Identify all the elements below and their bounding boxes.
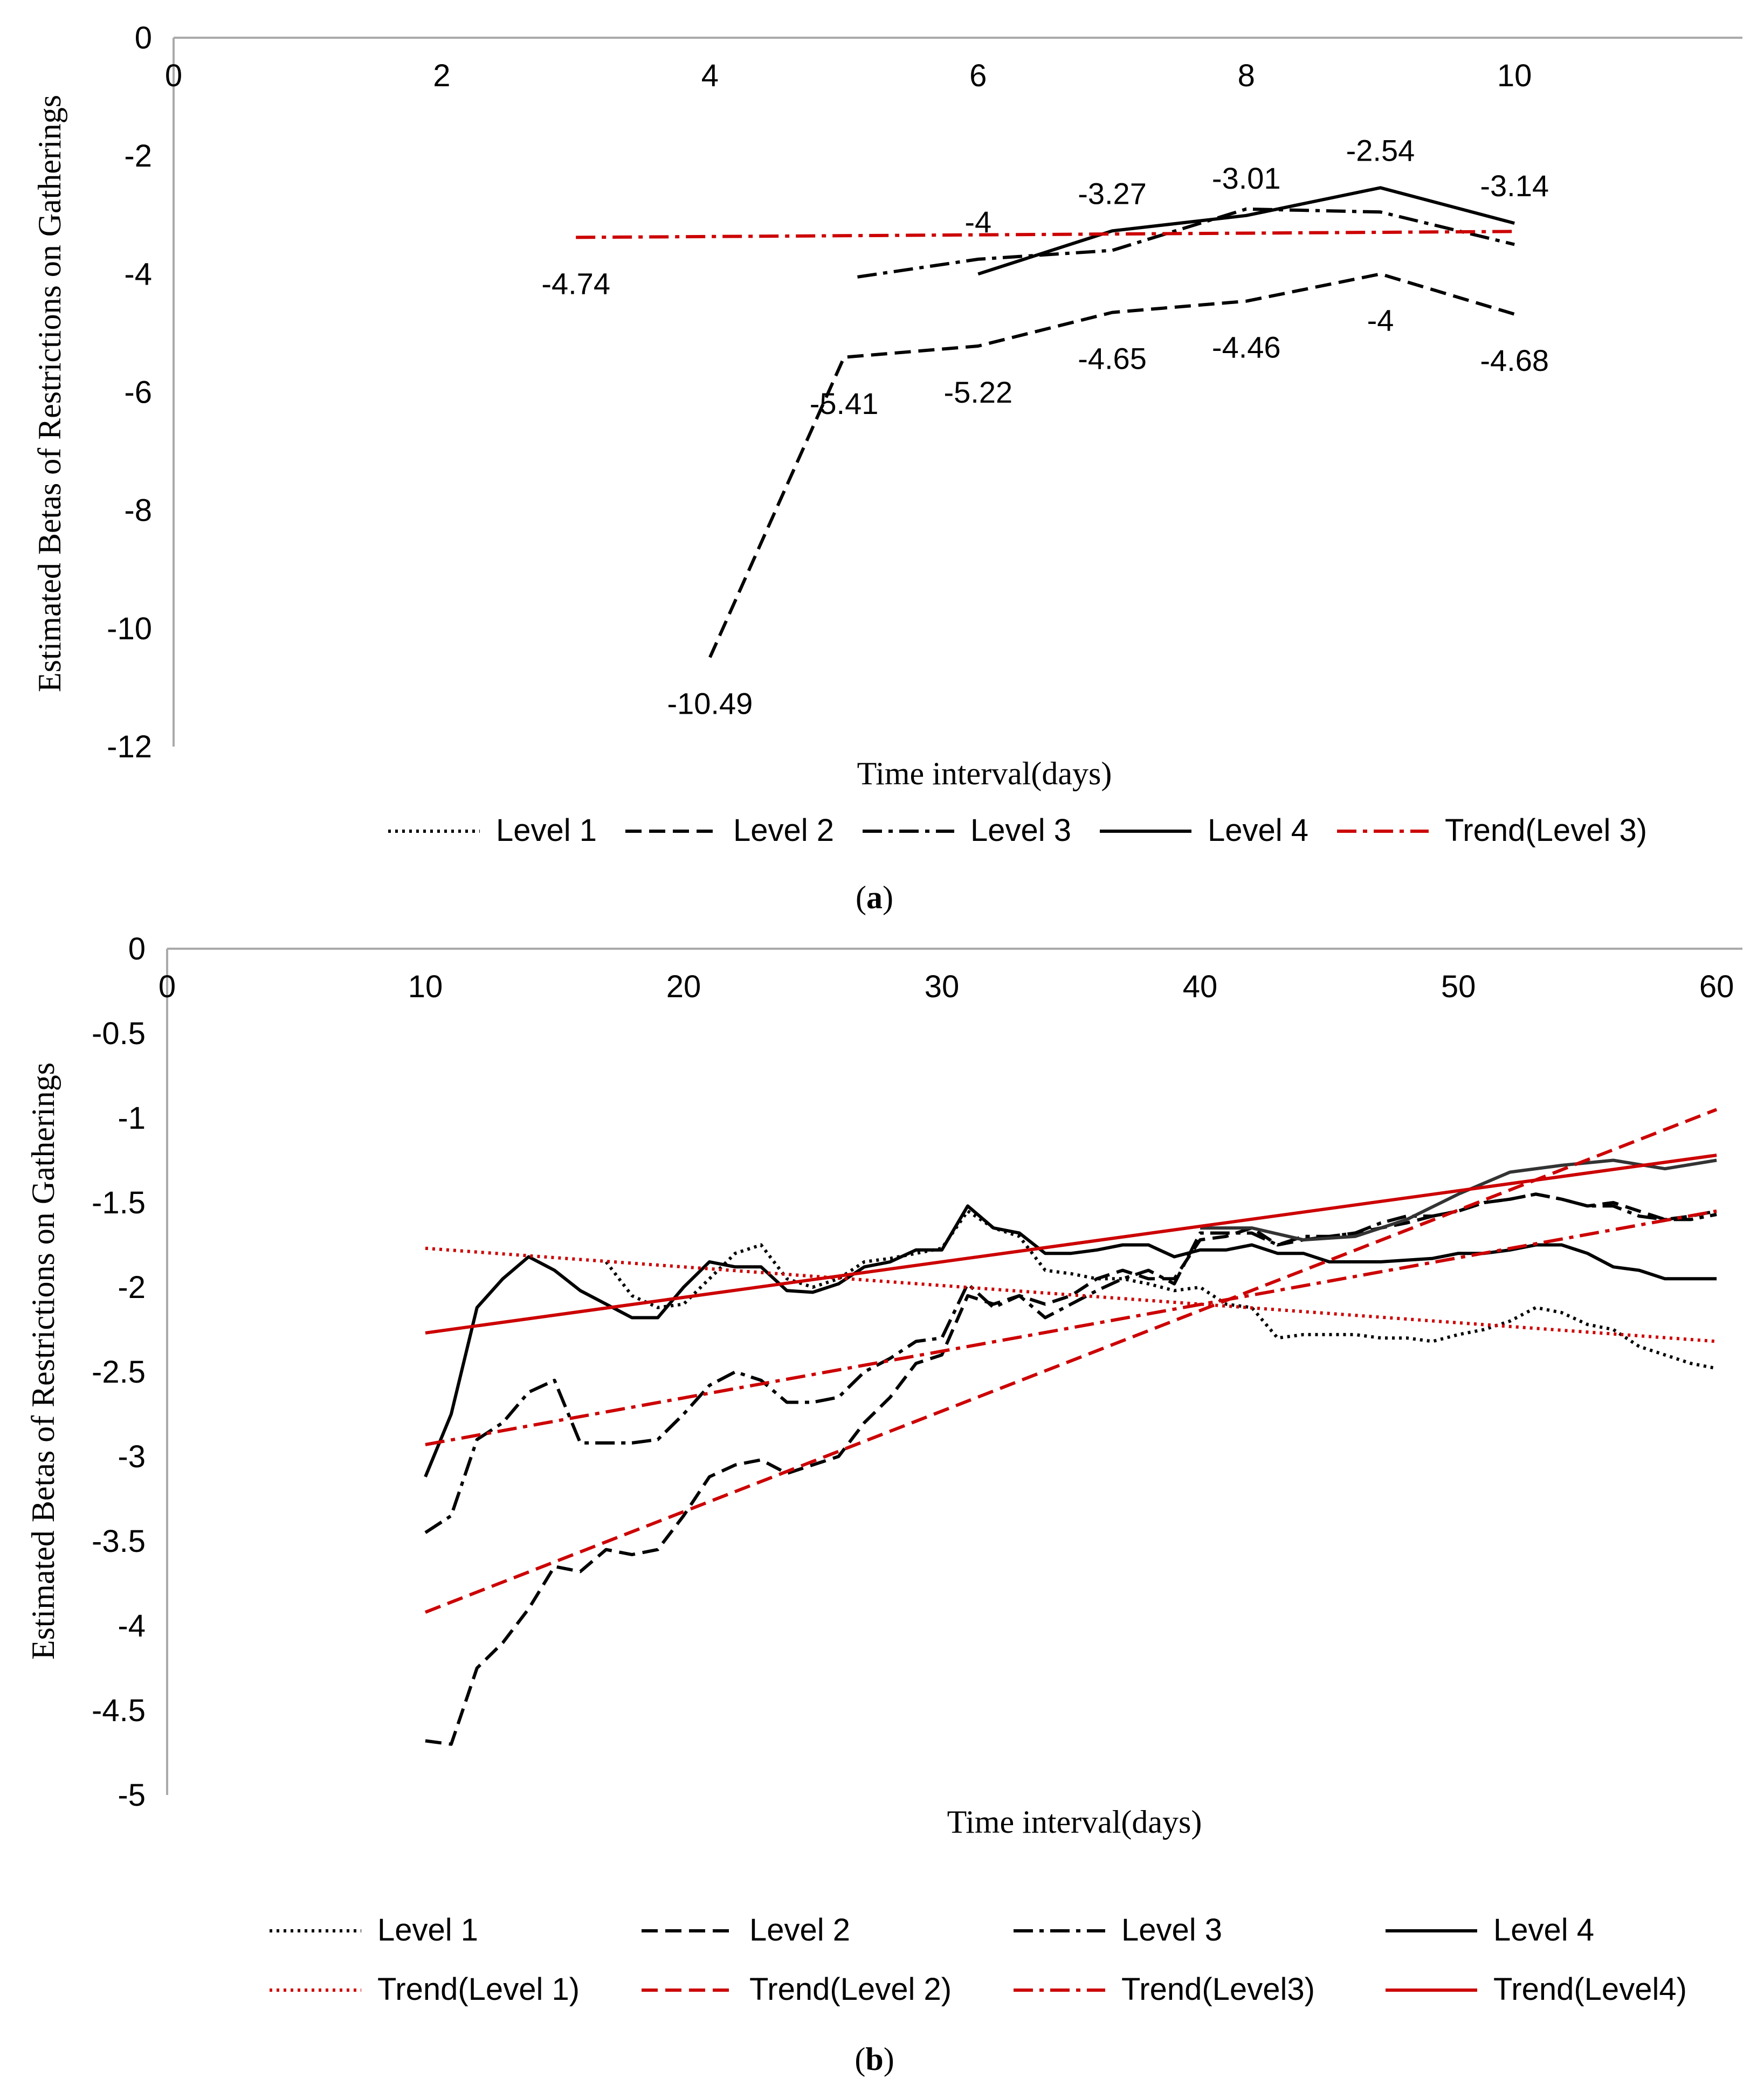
series-line-level-1	[604, 1209, 1717, 1370]
x-tick-label: 10	[1497, 58, 1532, 93]
legend-entry: Trend(Level 1)	[377, 1972, 580, 2007]
legend-entry: Trend(Level3)	[1121, 1972, 1315, 2007]
x-tick-label: 8	[1238, 58, 1255, 93]
legend-entry: Level 1	[377, 1913, 478, 1948]
series-line-level-4-continued	[1200, 1158, 1717, 1242]
y-tick-label: -2	[124, 139, 152, 174]
legend-entry: Level 2	[733, 813, 834, 848]
series-line-level-3	[424, 1192, 1717, 1534]
data-label: -3.14	[1480, 169, 1549, 203]
y-axis-label-a: Estimated Betas of Restrictions on Gathe…	[32, 95, 67, 692]
data-label: -3.27	[1078, 176, 1147, 210]
y-tick-label: -0.5	[92, 1016, 146, 1051]
panel-label-a: (a)	[856, 880, 893, 915]
legend-entry: Level 1	[496, 813, 597, 848]
y-tick-label: -8	[124, 493, 152, 528]
series-line-level-2	[425, 1192, 1717, 1746]
y-tick-label: -5	[118, 1778, 146, 1813]
legend-entry: Level 2	[749, 1913, 850, 1948]
x-tick-label: 60	[1699, 969, 1734, 1004]
x-tick-label: 20	[666, 969, 701, 1004]
data-label: -2.54	[1346, 133, 1415, 167]
data-label: -4	[964, 205, 991, 239]
legend-entry: Level 4	[1493, 1913, 1594, 1948]
data-label: -4	[1367, 303, 1394, 337]
series-line-trend-level-2	[424, 1108, 1718, 1614]
legend-entry: Level 4	[1208, 813, 1308, 848]
x-tick-label: 2	[433, 58, 450, 93]
x-tick-label: 40	[1183, 969, 1218, 1004]
y-tick-label: 0	[128, 931, 146, 966]
data-label: -3.01	[1212, 161, 1281, 195]
series-line-trend-level4	[425, 1154, 1717, 1335]
y-tick-label: -4.5	[92, 1693, 146, 1728]
y-tick-label: -6	[124, 375, 152, 410]
panel-label-b: (b)	[855, 2041, 894, 2077]
x-tick-label: 4	[701, 58, 719, 93]
y-tick-label: -4	[118, 1608, 146, 1644]
data-label: -5.41	[810, 386, 879, 420]
y-tick-label: -4	[124, 257, 152, 292]
series-line-trend-level-1	[425, 1246, 1717, 1343]
legend-entry: Trend(Level 2)	[749, 1972, 952, 2007]
data-label: -4.46	[1212, 330, 1281, 364]
data-label: -4.65	[1078, 342, 1147, 376]
series-line-level-2	[708, 272, 1515, 658]
y-tick-label: -3.5	[92, 1524, 146, 1559]
chart-panel-b: Estimated Betas of Restrictions on Gathe…	[25, 931, 1742, 2077]
chart-panel-a: Estimated Betas of Restrictions on Gathe…	[32, 20, 1742, 915]
data-label: -4.68	[1480, 343, 1549, 377]
x-tick-label: 6	[969, 58, 987, 93]
legend-entry: Level 3	[970, 813, 1071, 848]
data-label: -4.74	[541, 266, 610, 300]
y-axis-label-b: Estimated Betas of Restrictions on Gathe…	[25, 1062, 61, 1660]
data-label: -5.22	[943, 375, 1012, 409]
legend-entry: Trend(Level 3)	[1445, 813, 1647, 848]
x-axis-label-a: Time interval(days)	[857, 756, 1112, 791]
series-line-level-4	[977, 186, 1515, 276]
y-tick-label: -1	[118, 1101, 146, 1136]
data-label: -10.49	[667, 687, 753, 721]
x-tick-label: 0	[165, 58, 182, 93]
y-tick-label: 0	[135, 20, 152, 56]
x-axis-label-b: Time interval(days)	[947, 1804, 1202, 1840]
y-tick-label: -2.5	[92, 1355, 146, 1390]
x-tick-label: 50	[1441, 969, 1476, 1004]
legend-entry: Trend(Level4)	[1493, 1972, 1687, 2007]
series-line-level-3	[857, 207, 1515, 279]
x-tick-label: 30	[925, 969, 960, 1004]
x-tick-label: 0	[159, 969, 176, 1004]
y-tick-label: -10	[107, 611, 152, 646]
legend-entry: Level 3	[1121, 1913, 1222, 1948]
series-line-trend-level-3	[576, 230, 1515, 239]
x-tick-label: 10	[408, 969, 443, 1004]
y-tick-label: -3	[118, 1439, 146, 1474]
y-tick-label: -1.5	[92, 1185, 146, 1220]
y-tick-label: -12	[107, 729, 152, 764]
y-tick-label: -2	[118, 1270, 146, 1305]
